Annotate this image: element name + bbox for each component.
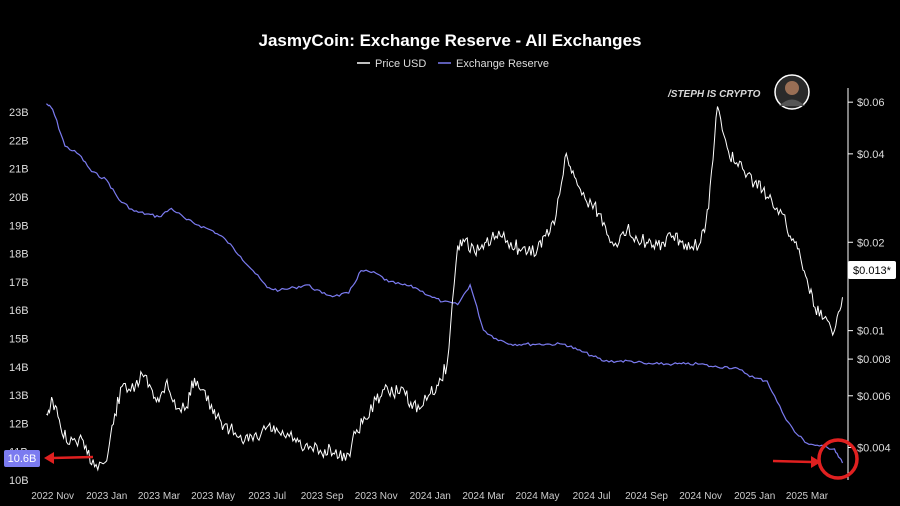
watermark: /STEPH IS CRYPTO <box>667 74 810 110</box>
right-tick-label: $0.006 <box>857 391 891 403</box>
exchange-reserve-line <box>46 103 844 464</box>
right-tick-label: $0.008 <box>857 354 891 366</box>
right-axis: $0.004 $0.006 $0.008 $0.01 $0.02 $0.04 $0.06 <box>848 97 891 454</box>
arrow-right-head <box>811 456 821 468</box>
x-tick-label: 2022 Nov <box>31 491 74 502</box>
left-tick-label: 12B <box>9 418 29 430</box>
reserve-current-badge <box>4 450 40 467</box>
right-tick-label: $0.06 <box>857 97 885 109</box>
arrow-left <box>51 455 94 460</box>
left-tick-label: 17B <box>9 277 29 289</box>
right-tick-label: $0.02 <box>857 237 885 249</box>
right-tick-label: $0.01 <box>857 326 885 338</box>
reserve-current-label: 10.6B <box>4 450 40 467</box>
chart-title: JasmyCoin: Exchange Reserve - All Exchan… <box>259 31 642 50</box>
x-tick-label: 2023 May <box>191 491 235 502</box>
right-tick-label: $0.004 <box>857 442 891 454</box>
arrow-right <box>772 459 813 464</box>
left-tick-label: 16B <box>9 305 29 317</box>
x-tick-label: 2025 Mar <box>786 491 829 502</box>
highlight-circle <box>817 438 859 480</box>
x-tick-label: 2024 Sep <box>625 491 668 502</box>
legend-label-reserve: Exchange Reserve <box>456 58 549 70</box>
reserve-current-text: 10.6B <box>8 453 37 465</box>
left-tick-label: 15B <box>9 334 29 346</box>
x-tick-label: 2024 Nov <box>679 491 722 502</box>
left-tick-label: 19B <box>9 220 29 232</box>
right-tick-label: $0.04 <box>857 149 885 161</box>
left-tick-label: 14B <box>9 362 29 374</box>
price-current-label: $0.013* <box>848 261 896 279</box>
arrow-left-head <box>44 452 54 464</box>
left-tick-label: 20B <box>9 192 29 204</box>
price-current-text: $0.013* <box>853 265 892 277</box>
avatar-shoulders <box>779 99 805 106</box>
x-tick-label: 2023 Nov <box>355 491 398 502</box>
x-axis: 2022 Nov 2023 Jan 2023 Mar 2023 May 2023 Jul… <box>31 491 829 502</box>
x-tick-label: 2025 Jan <box>734 491 775 502</box>
x-tick-label: 2024 Jul <box>573 491 611 502</box>
left-tick-label: 23B <box>9 107 29 119</box>
legend-label-price: Price USD <box>375 58 426 70</box>
price-line <box>46 106 843 472</box>
x-tick-label: 2024 Mar <box>462 491 505 502</box>
left-tick-label: 13B <box>9 390 29 402</box>
x-tick-label: 2023 Jan <box>86 491 127 502</box>
left-axis: 10B11B12B13B14B15B16B17B18B19B20B21B22B2… <box>9 107 29 487</box>
left-tick-label: 10B <box>9 475 29 487</box>
left-tick-label: 22B <box>9 135 29 147</box>
watermark-text: /STEPH IS CRYPTO <box>667 89 761 100</box>
annotations <box>44 438 859 480</box>
left-tick-label: 21B <box>9 164 29 176</box>
x-tick-label: 2023 Mar <box>138 491 181 502</box>
x-tick-label: 2024 Jan <box>410 491 451 502</box>
avatar-head <box>785 81 799 95</box>
x-tick-label: 2024 May <box>516 491 560 502</box>
x-tick-label: 2023 Sep <box>301 491 344 502</box>
x-tick-label: 2023 Jul <box>248 491 286 502</box>
left-tick-label: 18B <box>9 249 29 261</box>
legend: Price USD Exchange Reserve <box>357 58 549 70</box>
price-current-badge <box>848 261 896 279</box>
